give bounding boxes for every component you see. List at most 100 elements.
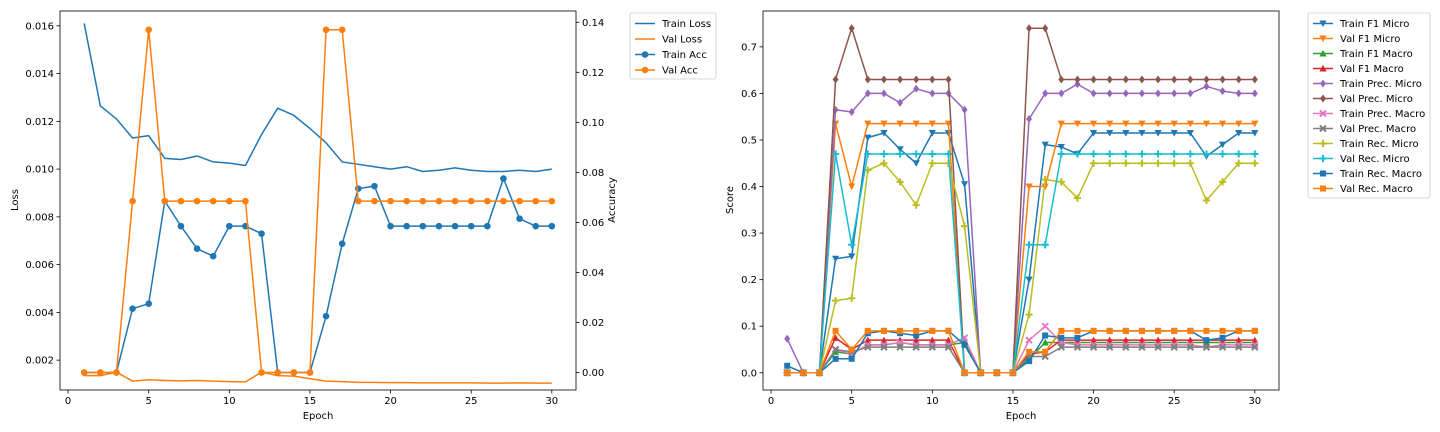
data-point-val-acc (435, 197, 443, 205)
score-x-tick-label: 25 (1168, 396, 1181, 407)
data-point-val-acc (516, 197, 523, 205)
data-point-val-prec-micro (1171, 75, 1178, 84)
data-point-val-f1-micro (1154, 120, 1162, 128)
legend-marker-val-acc (641, 66, 649, 74)
data-point-val-acc (274, 369, 281, 376)
data-point-train-prec-micro (1219, 87, 1226, 96)
data-point-train-f1-micro (1218, 141, 1227, 149)
legend-label-val-f1-micro: Val F1 Micro (1340, 34, 1400, 45)
data-point-train-rec-macro (848, 355, 855, 362)
score-metrics-chart: 0 5 10 15 20 25 30 0.0 0.1 0.2 0.3 0.4 0.5 0.6 0.7 Ep… (725, 10, 1431, 422)
data-point-train-f1-micro (928, 129, 936, 137)
data-point-train-rec-macro (1074, 334, 1081, 341)
data-point-val-rec-micro (1106, 150, 1114, 158)
data-point-val-rec-micro (928, 150, 936, 158)
score-legend: Train F1 Micro Val F1 Micro Train F1 Macro… (1307, 12, 1431, 199)
loss-accuracy-y2-tick-label: 0.08 (582, 168, 604, 179)
data-point-train-rec-macro (1042, 332, 1049, 339)
data-point-train-prec-micro (1171, 89, 1178, 98)
data-point-val-rec-macro (1058, 327, 1065, 334)
loss-accuracy-y-tick-label: 0.012 (25, 117, 54, 128)
data-point-val-acc (97, 369, 104, 376)
data-point-val-prec-macro (1105, 343, 1114, 351)
data-point-train-prec-micro (913, 84, 920, 93)
series-val-loss (84, 371, 552, 384)
data-point-val-f1-macro (880, 336, 888, 344)
legend-marker-train-rec-macro (1320, 170, 1326, 177)
data-point-val-prec-micro (1058, 75, 1065, 84)
data-point-val-rec-macro (1074, 327, 1081, 334)
data-point-train-prec-micro (1074, 80, 1081, 89)
data-point-train-acc (226, 222, 233, 230)
data-point-train-f1-micro (1089, 129, 1098, 137)
data-point-val-rec-micro (1073, 150, 1082, 158)
loss-accuracy-x-axis-label: Epoch (303, 411, 334, 422)
data-point-train-prec-micro (1187, 89, 1194, 98)
data-point-train-acc (129, 305, 136, 312)
legend-marker-val-f1-micro (1319, 35, 1327, 43)
legend-label-train-rec-micro: Train Rec. Micro (1339, 139, 1419, 150)
data-point-val-f1-micro (1073, 120, 1082, 128)
loss-accuracy-y2-tick-label: 0.12 (582, 68, 604, 79)
data-point-val-rec-macro (1155, 327, 1162, 334)
loss-accuracy-x-tick-label: 15 (304, 396, 317, 407)
loss-accuracy-plot-frame (59, 10, 577, 391)
data-point-train-f1-micro (1057, 143, 1065, 151)
data-point-train-f1-micro (1122, 129, 1130, 137)
legend-label-val-prec-micro: Val Prec. Micro (1340, 94, 1413, 105)
data-point-train-acc (419, 222, 427, 230)
data-point-val-acc (145, 26, 152, 34)
score-y-tick-label: 0.0 (741, 368, 757, 379)
legend-entry-train-f1-macro: Train F1 Macro (1313, 49, 1413, 60)
data-point-train-rec-micro (1186, 159, 1194, 167)
score-series-layer (783, 24, 1259, 377)
data-point-train-f1-micro (864, 134, 872, 142)
data-point-val-prec-micro (1026, 24, 1033, 33)
loss-accuracy-y-tick-label: 0.004 (25, 308, 54, 319)
series-val-prec-micro (784, 24, 1258, 377)
data-point-val-rec-micro (1041, 241, 1049, 249)
loss-accuracy-y-tick-label: 0.016 (25, 21, 54, 32)
legend-label-train-loss: Train Loss (661, 19, 711, 30)
data-point-val-prec-micro (1122, 75, 1129, 84)
series-line-val-f1-micro (787, 122, 1255, 374)
data-point-val-f1-micro (1202, 120, 1211, 128)
data-point-train-acc (193, 245, 201, 252)
legend-marker-val-rec-macro (1320, 185, 1326, 192)
legend-entry-train-prec-micro: Train Prec. Micro (1313, 79, 1422, 90)
data-point-train-rec-micro (1170, 159, 1178, 167)
data-point-val-prec-macro (864, 343, 872, 351)
data-point-train-acc (500, 175, 507, 182)
data-point-val-f1-macro (831, 334, 840, 341)
legend-marker-train-f1-micro (1319, 20, 1327, 28)
data-point-train-acc (338, 240, 346, 247)
data-point-val-rec-micro (1089, 150, 1098, 158)
data-point-val-rec-macro (961, 369, 968, 376)
data-point-train-acc (387, 222, 394, 230)
data-point-train-rec-micro (896, 178, 904, 186)
data-point-train-rec-micro (1202, 196, 1211, 205)
legend-label-train-prec-micro: Train Prec. Micro (1339, 79, 1422, 90)
data-point-val-f1-macro (1089, 336, 1098, 344)
data-point-val-acc (451, 197, 459, 205)
score-y-tick-label: 0.1 (741, 322, 757, 333)
data-point-val-acc (306, 369, 314, 376)
legend-label-val-rec-macro: Val Rec. Macro (1340, 184, 1413, 195)
data-point-val-rec-micro (944, 150, 953, 158)
legend-entry-val-loss: Val Loss (635, 35, 702, 46)
legend-label-val-acc: Val Acc (662, 66, 698, 77)
data-point-val-prec-micro (1074, 75, 1081, 84)
loss-accuracy-y2-tick-label: 0.00 (582, 368, 604, 379)
series-line-train-loss (83, 23, 552, 173)
data-point-val-prec-micro (1219, 75, 1226, 84)
data-point-val-rec-micro (896, 150, 904, 158)
data-point-val-rec-micro (848, 241, 856, 249)
loss-accuracy-x-tick-label: 30 (545, 396, 558, 407)
data-point-val-f1-micro (1089, 120, 1098, 128)
loss-accuracy-legend-entries: Train Loss Val Loss Train Acc Val Acc (635, 19, 711, 77)
data-point-val-f1-micro (1235, 120, 1243, 128)
data-point-train-f1-micro (848, 253, 856, 260)
data-point-train-rec-micro (1218, 178, 1227, 186)
